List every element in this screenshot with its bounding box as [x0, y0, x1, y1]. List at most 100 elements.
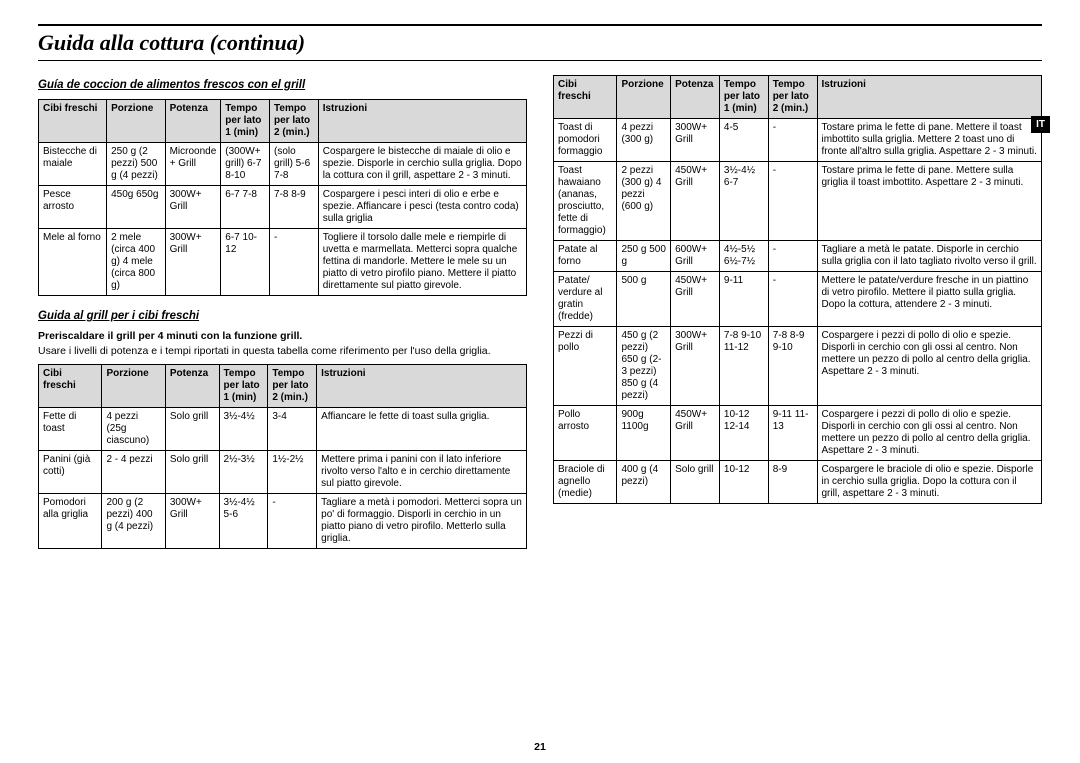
table-cell: (300W+ grill) 6-7 8-10 — [221, 143, 270, 186]
table-cell: 450g 650g — [107, 186, 165, 229]
lang-badge: IT — [1031, 116, 1050, 133]
th: Potenza — [165, 365, 219, 408]
table-cell: Tagliare a metà i pomodori. Metterci sop… — [317, 494, 527, 549]
table-cell: 7-8 8-9 9-10 — [768, 327, 817, 406]
table-cell: Pesce arrosto — [39, 186, 107, 229]
table-cell: 500 g — [617, 272, 671, 327]
table-cell: Mettere prima i panini con il lato infer… — [317, 451, 527, 494]
th: Tempo per lato 1 (min) — [719, 76, 768, 119]
table-cell: 450 g (2 pezzi) 650 g (2-3 pezzi) 850 g … — [617, 327, 671, 406]
table-row: Pollo arrosto900g 1100g450W+ Grill10-12 … — [554, 406, 1042, 461]
table-cell: Solo grill — [165, 451, 219, 494]
table-cell: Cospargere le bistecche di maiale di oli… — [318, 143, 526, 186]
th: Tempo per lato 2 (min.) — [270, 100, 319, 143]
table-row: Braciole di agnello (medie)400 g (4 pezz… — [554, 461, 1042, 504]
table-grill-fresh-2: Cibi freschi Porzione Potenza Tempo per … — [38, 364, 527, 549]
table-cell: 4 pezzi (25g ciascuno) — [102, 408, 165, 451]
table-row: Toast hawaiano (ananas, prosciutto, fett… — [554, 162, 1042, 241]
table-cell: - — [768, 241, 817, 272]
table-cell: Braciole di agnello (medie) — [554, 461, 617, 504]
th: Tempo per lato 1 (min) — [221, 100, 270, 143]
table-cell: 2 mele (circa 400 g) 4 mele (circa 800 g… — [107, 229, 165, 296]
table-cell: 450W+ Grill — [671, 272, 720, 327]
th: Cibi freschi — [39, 365, 102, 408]
table-cell: 1½-2½ — [268, 451, 317, 494]
table-cell: 2 pezzi (300 g) 4 pezzi (600 g) — [617, 162, 671, 241]
table-cell: Tagliare a metà le patate. Disporle in c… — [817, 241, 1042, 272]
left-column: Guía de coccion de alimentos frescos con… — [38, 75, 527, 563]
table-cell: Fette di toast — [39, 408, 102, 451]
th: Porzione — [617, 76, 671, 119]
table-cell: 10-12 12-14 — [719, 406, 768, 461]
page-title: Guida alla cottura (continua) — [38, 28, 1042, 58]
th: Istruzioni — [317, 365, 527, 408]
table-cell: - — [270, 229, 319, 296]
table-grill-fresh-1: Cibi freschi Porzione Potenza Tempo per … — [38, 99, 527, 296]
table-cell: 4½-5½ 6½-7½ — [719, 241, 768, 272]
table-cell: Mele al forno — [39, 229, 107, 296]
table-cell: 450W+ Grill — [671, 162, 720, 241]
th: Cibi freschi — [554, 76, 617, 119]
table-cell: 7-8 8-9 — [270, 186, 319, 229]
table-cell: 600W+ Grill — [671, 241, 720, 272]
th: Tempo per lato 2 (min.) — [268, 365, 317, 408]
table-cell: 9-11 — [719, 272, 768, 327]
table-cell: Tostare prima le fette di pane. Mettere … — [817, 162, 1042, 241]
table-cell: Patate/ verdure al gratin (fredde) — [554, 272, 617, 327]
table-cell: 7-8 9-10 11-12 — [719, 327, 768, 406]
section2-intro-bold: Preriscaldare il grill per 4 minuti con … — [38, 330, 527, 342]
table-cell: 9-11 11-13 — [768, 406, 817, 461]
table-cell: Toast hawaiano (ananas, prosciutto, fett… — [554, 162, 617, 241]
table-row: Fette di toast4 pezzi (25g ciascuno)Solo… — [39, 408, 527, 451]
th: Istruzioni — [817, 76, 1042, 119]
table-cell: 300W+ Grill — [165, 229, 221, 296]
table-cell: - — [768, 272, 817, 327]
table-row: Mele al forno2 mele (circa 400 g) 4 mele… — [39, 229, 527, 296]
table-cell: 300W+ Grill — [165, 494, 219, 549]
table-cell: 900g 1100g — [617, 406, 671, 461]
table-cell: Pollo arrosto — [554, 406, 617, 461]
table-cell: Pezzi di pollo — [554, 327, 617, 406]
table-cell: 6-7 10-12 — [221, 229, 270, 296]
table-cell: 200 g (2 pezzi) 400 g (4 pezzi) — [102, 494, 165, 549]
table-cell: Panini (già cotti) — [39, 451, 102, 494]
table-cell: 6-7 7-8 — [221, 186, 270, 229]
table-cell: 250 g (2 pezzi) 500 g (4 pezzi) — [107, 143, 165, 186]
table-row: Panini (già cotti)2 - 4 pezziSolo grill2… — [39, 451, 527, 494]
table-cell: Solo grill — [165, 408, 219, 451]
table-cell: 450W+ Grill — [671, 406, 720, 461]
th: Potenza — [671, 76, 720, 119]
table-cell: 4 pezzi (300 g) — [617, 119, 671, 162]
th: Tempo per lato 2 (min.) — [768, 76, 817, 119]
table-cell: - — [768, 162, 817, 241]
table-cell: Tostare prima le fette di pane. Mettere … — [817, 119, 1042, 162]
table-cell: 2½-3½ — [219, 451, 268, 494]
th: Istruzioni — [318, 100, 526, 143]
table-row: Pomodori alla griglia200 g (2 pezzi) 400… — [39, 494, 527, 549]
table-cell: Pomodori alla griglia — [39, 494, 102, 549]
table-cell: 300W+ Grill — [671, 327, 720, 406]
th: Cibi freschi — [39, 100, 107, 143]
table-row: Pezzi di pollo450 g (2 pezzi) 650 g (2-3… — [554, 327, 1042, 406]
section2-intro: Usare i livelli di potenza e i tempi rip… — [38, 345, 527, 358]
table-cell: 10-12 — [719, 461, 768, 504]
th: Porzione — [107, 100, 165, 143]
table-cell: Toast di pomodori formaggio — [554, 119, 617, 162]
table-cell: Solo grill — [671, 461, 720, 504]
table-cell: (solo grill) 5-6 7-8 — [270, 143, 319, 186]
table-cell: 8-9 — [768, 461, 817, 504]
table-cell: 250 g 500 g — [617, 241, 671, 272]
table-cell: Cospargere le braciole di olio e spezie.… — [817, 461, 1042, 504]
table-cell: Cospargere i pesci interi di olio e erbe… — [318, 186, 526, 229]
table-grill-continued: Cibi freschi Porzione Potenza Tempo per … — [553, 75, 1042, 504]
table-row: Patate/ verdure al gratin (fredde)500 g4… — [554, 272, 1042, 327]
table-cell: 2 - 4 pezzi — [102, 451, 165, 494]
table-row: Bistecche di maiale250 g (2 pezzi) 500 g… — [39, 143, 527, 186]
table-cell: Mettere le patate/verdure fresche in un … — [817, 272, 1042, 327]
section2-title: Guida al grill per i cibi freschi — [38, 310, 527, 322]
th: Potenza — [165, 100, 221, 143]
table-cell: - — [768, 119, 817, 162]
table-row: Pesce arrosto450g 650g300W+ Grill6-7 7-8… — [39, 186, 527, 229]
right-column: Cibi freschi Porzione Potenza Tempo per … — [553, 75, 1042, 563]
section1-title: Guía de coccion de alimentos frescos con… — [38, 79, 527, 91]
